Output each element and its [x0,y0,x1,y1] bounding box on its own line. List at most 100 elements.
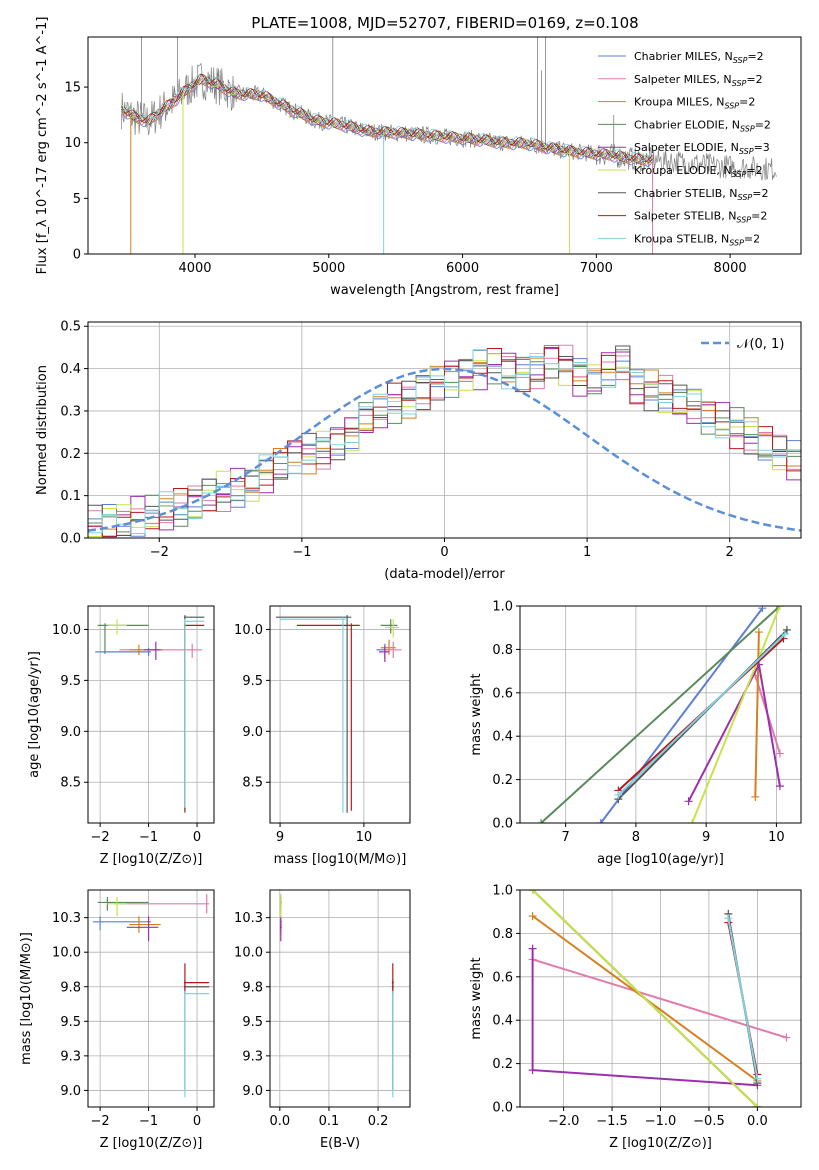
legend-subscript: SSP [736,216,751,225]
mass_vs_ebv-grid [270,890,410,1107]
x-tick-label: 9 [276,830,284,845]
errorbar-point [279,894,282,918]
spectrum-panel: 4000 5000 6000 7000 8000 0 5 10 15 wavelength [An… [35,17,802,298]
errorbar-point [391,963,394,994]
y-tick-label: 1.0 [492,600,513,615]
weight-marker [528,912,537,921]
mass_vs_Z-y-axis-label: mass [log10(M/M⊙)] [19,932,34,1065]
y-tick-label: 0.2 [492,773,513,788]
y-tick-label: 9.0 [242,725,263,740]
spectrum-legend: Chabrier MILES, NSSP=2 Salpeter MILES, NS… [598,50,771,247]
weight_vs_Z-plot-area [528,890,791,1107]
y-tick-label: 0.6 [492,686,513,701]
weight-line-8 [617,633,786,796]
residual-histogram-8 [88,349,801,534]
errorbar-point [279,916,282,942]
x-tick-label: 9 [702,830,710,845]
weight-marker [528,944,537,953]
y-tick-label: 10.0 [234,623,263,638]
y-tick-label: 15 [64,81,81,96]
age_vs_Z-grid [88,606,214,823]
y-tick-label: 0.6 [492,970,513,985]
weight-marker [753,1074,762,1083]
errorbar-point [296,623,360,811]
age_vs_Z-y-axis-label: age [log10(age/yr)] [27,651,42,778]
y-tick-label: 0.2 [492,1057,513,1072]
errorbar-point [95,647,151,656]
x-tick-label: 10 [768,830,785,845]
errorbar-point [183,619,205,808]
y-tick-label: 9.3 [242,1049,263,1064]
weight-marker [775,749,784,758]
mass_vs_Z-panel: −2 −1 0 9.0 9.3 9.5 9.8 10.0 10.3 Z [log10(Z/Z⊙)]… [19,889,215,1151]
legend-entry: Salpeter MILES, NSSP=2 [634,73,763,88]
errorbar-point [384,641,402,658]
errorbar-point [183,623,205,811]
y-tick-label: 0.5 [60,320,81,335]
spectrum-plot-area [121,37,777,254]
y-tick-label: 0.0 [492,817,513,832]
weight-line-3 [540,606,781,823]
errorbar-point [107,896,127,917]
x-tick-label: −2 [150,545,169,560]
weight_vs_age-frame [519,605,802,824]
residuals-frame [87,321,802,539]
mass_vs_ebv-plot-area [279,894,394,1098]
legend-nssp: =3 [754,141,770,154]
y-tick-label: 0.4 [492,730,513,745]
x-tick-label: −1 [139,1114,158,1129]
y-tick-label: 9.3 [60,1049,81,1064]
x-tick-label: −1.0 [645,1114,677,1129]
weight_vs_age-y-axis-label: mass weight [469,673,484,755]
residuals-y-axis-label: Normed distribution [35,365,50,495]
weight_vs_age-panel: 7 8 9 10 0.0 0.2 0.4 0.6 0.8 1.0 age [log10(age/yr… [469,600,802,867]
normal-reference-curve [88,367,801,532]
legend-nssp: =2 [744,232,760,245]
model-spectrum-7 [121,73,653,162]
errorbar-point [143,641,161,660]
y-tick-label: 1.0 [492,884,513,899]
weight-line-5 [691,606,781,823]
errorbar-point [384,619,400,638]
age_vs_Z-frame [87,605,215,824]
mass_vs_Z-x-axis-label: Z [log10(Z/Z⊙)] [100,1136,203,1151]
weight-line-0 [600,607,764,823]
weight-marker [780,630,789,639]
x-tick-label: 0.0 [747,1114,768,1129]
y-tick-label: 0.8 [492,927,513,942]
y-tick-label: 10 [64,136,81,151]
legend-subscript: SSP [729,238,744,247]
weight-marker [782,625,791,634]
weight_vs_Z-frame [519,889,802,1108]
x-tick-label: 6000 [446,261,479,276]
legend-subscript: SSP [739,147,754,156]
age_vs_mass-grid [270,606,410,823]
legend-nssp: =2 [755,118,771,131]
weight_vs_Z-y-axis-label: mass weight [469,957,484,1039]
weight-marker [688,819,697,823]
y-tick-label: 10.3 [52,911,81,926]
y-tick-label: 0 [73,248,81,263]
spectrum-frame [87,36,802,255]
weight-marker [758,606,767,613]
legend-entry: Kroupa ELODIE, NSSP=2 [634,164,763,179]
y-tick-label: 8.5 [242,776,263,791]
legend-subscript: SSP [740,124,755,133]
x-tick-label: 0 [440,545,448,560]
legend-entry: Kroupa STELIB, NSSP=2 [634,232,760,247]
model-spectrum-8 [121,74,653,162]
y-tick-label: 9.5 [60,674,81,689]
errorbar-point [129,916,161,933]
y-tick-label: 0.3 [60,404,81,419]
weight-marker [782,1033,791,1042]
mass_vs_Z-frame [87,889,215,1108]
errorbar-point [183,990,210,1098]
legend-subscript: SSP [733,56,748,65]
legend-entry: Chabrier MILES, NSSP=2 [634,50,764,65]
mass_vs_ebv-frame [269,889,411,1108]
residual-histogram-7 [88,347,801,537]
legend-nssp: =2 [752,187,768,200]
residuals-panel: −2 −1 0 1 2 0.0 0.1 0.2 0.3 0.4 0.5 (data-model)/er… [35,320,802,582]
x-tick-label: −1 [139,830,158,845]
residuals-plot-area [88,344,801,538]
